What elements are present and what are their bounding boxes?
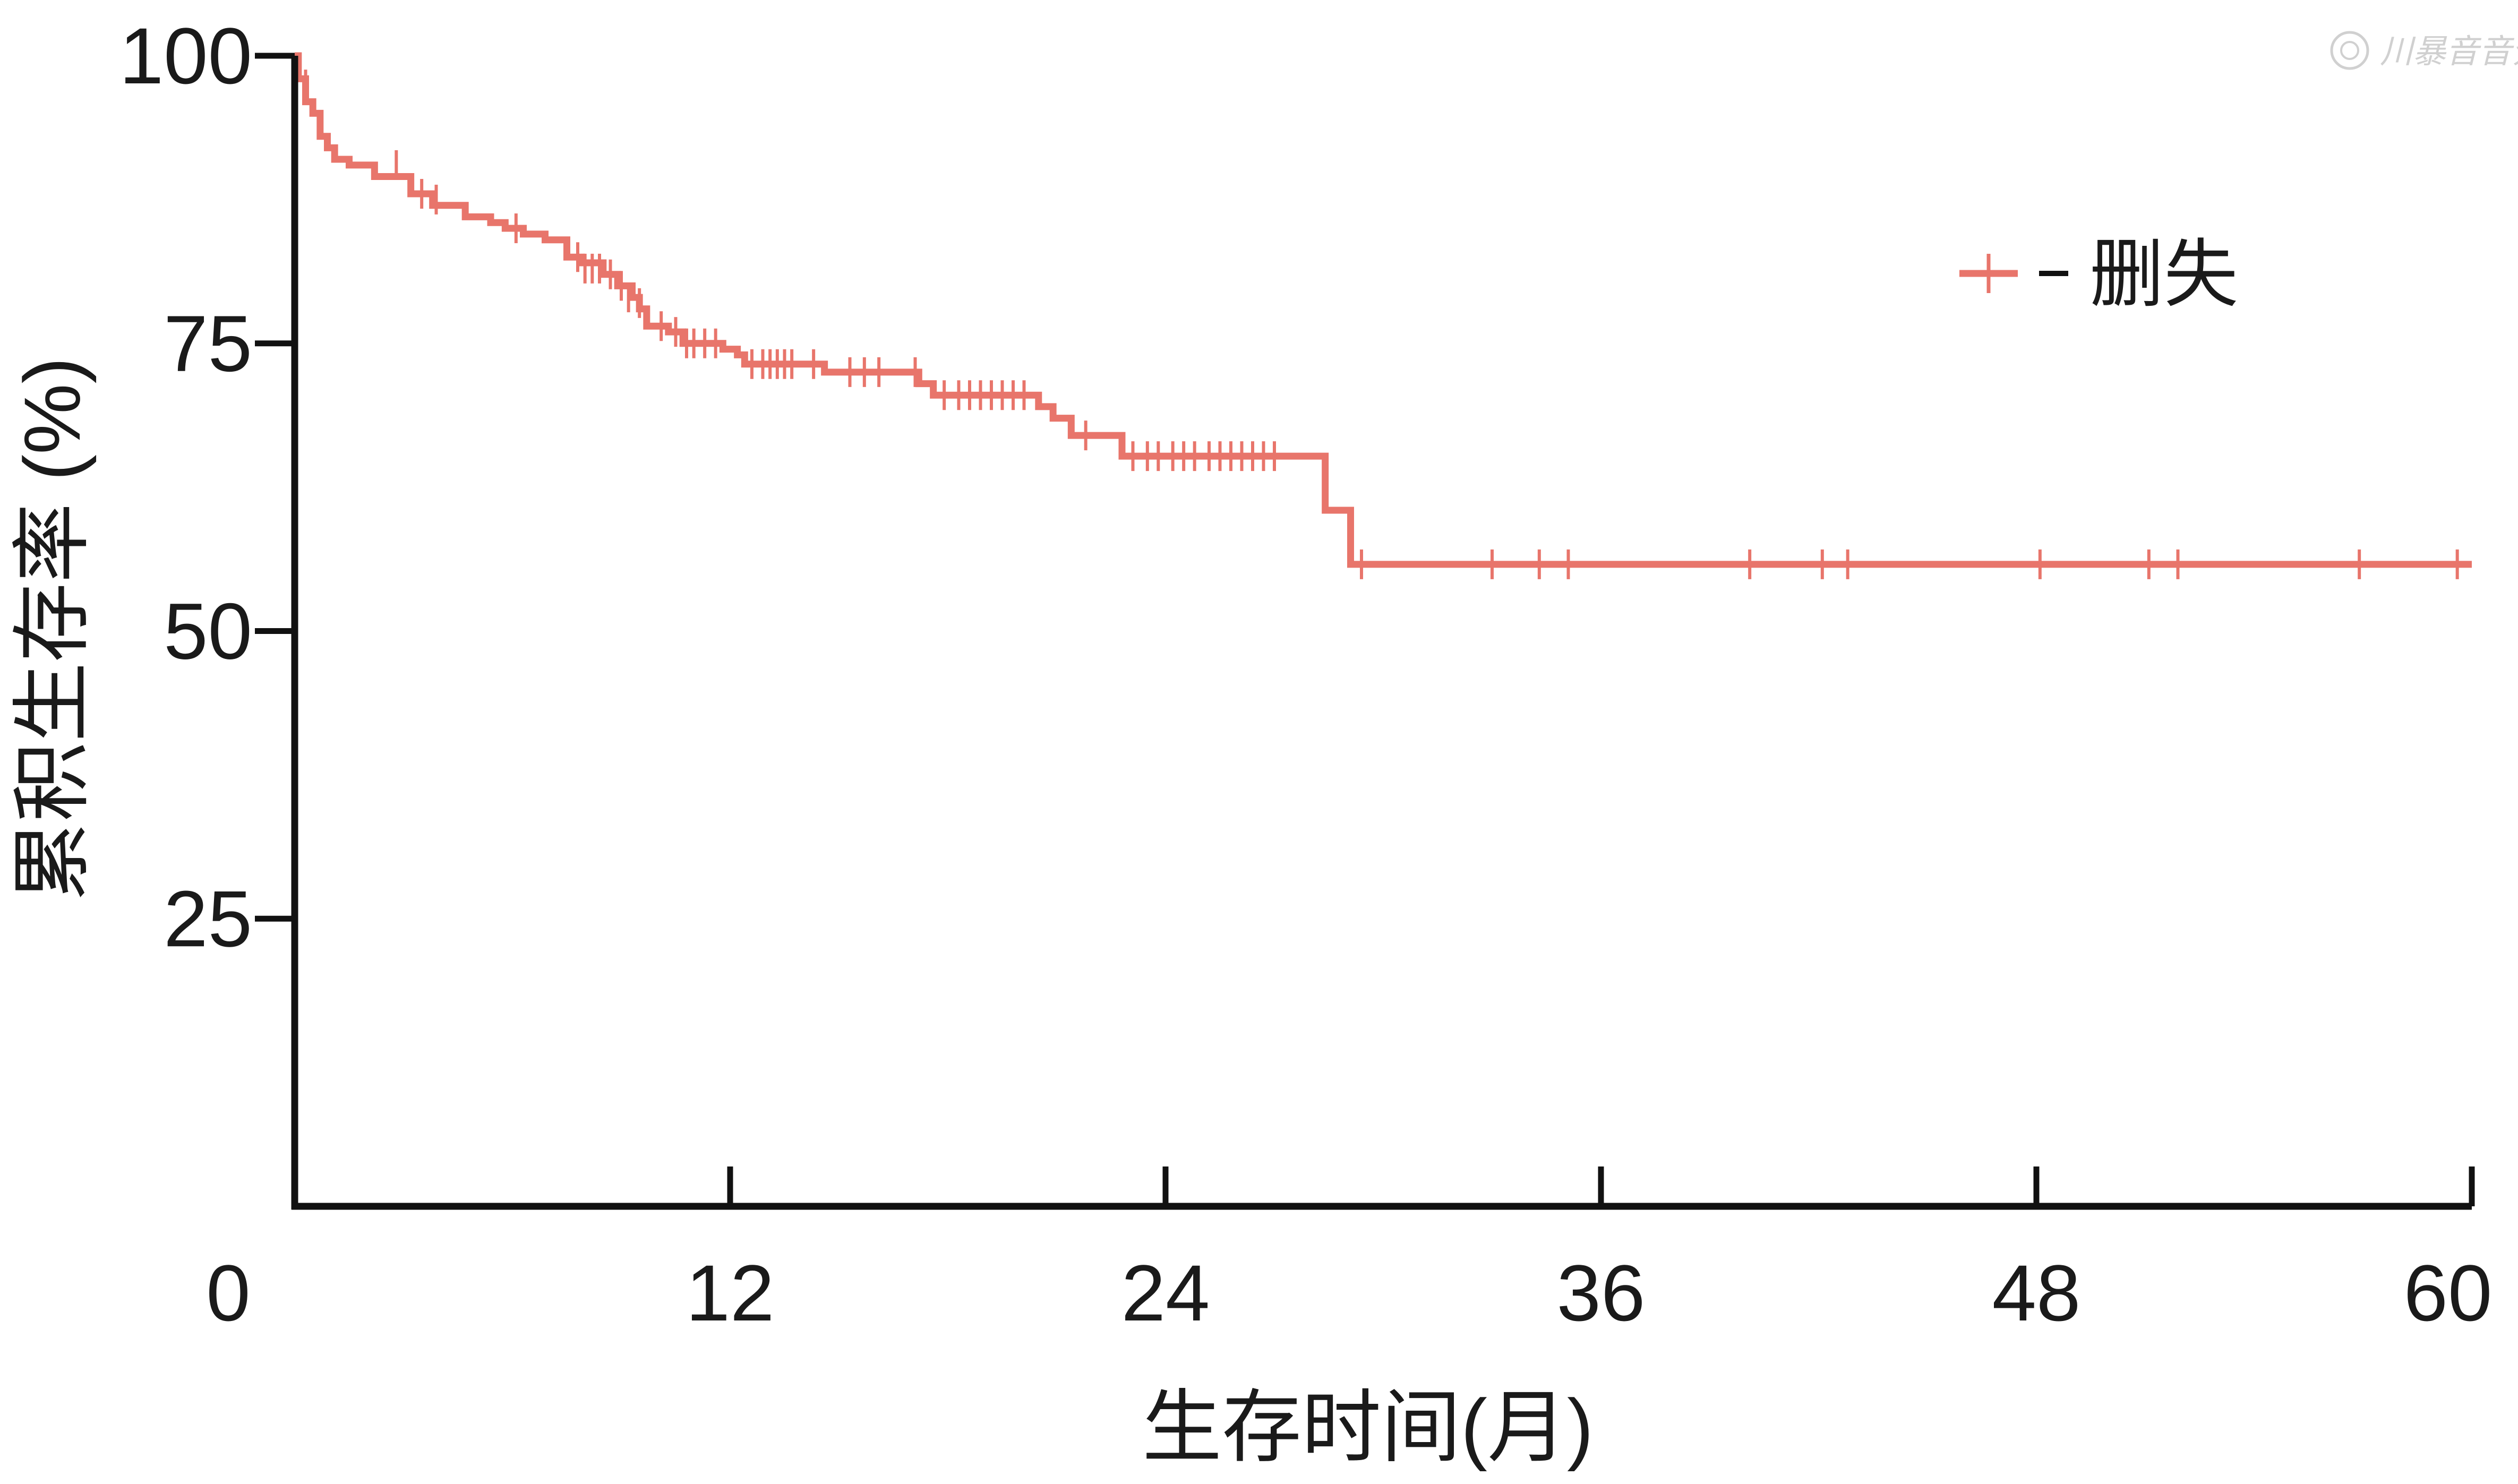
legend-label: 删失 [2089, 233, 2238, 316]
x-tick-label: 60 [2404, 1248, 2493, 1337]
x-tick-label: 12 [686, 1248, 775, 1337]
y-ticks: 25 50 75 100 [119, 11, 295, 963]
x-tick-label: 48 [1992, 1248, 2081, 1337]
censor-marks [304, 70, 2459, 579]
legend: 删失 [1959, 233, 2238, 316]
y-tick-label: 75 [164, 299, 252, 388]
x-tick-label: 0 [206, 1248, 250, 1337]
watermark-seal-icon [2330, 31, 2369, 70]
x-tick-label: 36 [1557, 1248, 1646, 1337]
y-tick-label: 100 [119, 11, 252, 100]
axes: 25 50 75 100 0 12 24 36 48 60 [119, 11, 2493, 1337]
y-tick-label: 50 [164, 587, 252, 676]
y-axis-title: 累积生存率 (%) [7, 357, 97, 902]
x-ticks: 0 12 24 36 48 60 [206, 1166, 2492, 1337]
x-tick-label: 24 [1121, 1248, 1210, 1337]
watermark-seal-inner [2340, 41, 2359, 60]
plot-area [295, 52, 2472, 579]
watermark-text: 川暴音音介 [2380, 33, 2518, 70]
y-tick-label: 25 [164, 874, 252, 963]
watermark: 川暴音音介 [2330, 31, 2518, 70]
x-axis-title: 生存时间(月) [1142, 1383, 1594, 1472]
